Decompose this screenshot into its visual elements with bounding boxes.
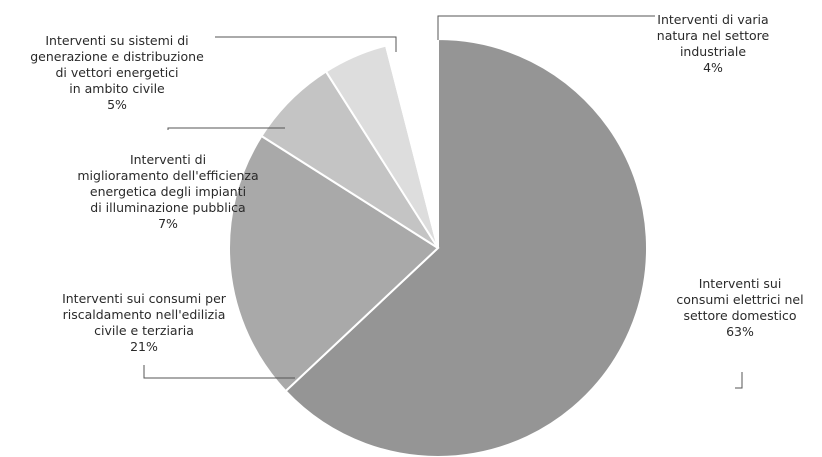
slice-label-line: civile e terziaria [94,323,194,338]
leader-line-industrial [437,15,655,40]
slice-label-industrial: Interventi di varia natura nel settore ind… [657,12,770,75]
pie-slices [228,37,648,457]
slice-label-line: in ambito civile [69,81,165,96]
leader-line-domestic [735,372,743,389]
slice-label-line: di vettori energetici [55,65,178,80]
slice-label-line: industriale [680,44,746,59]
slice-value-industrial: 4% [703,60,723,75]
leader-lines [143,15,743,389]
slice-labels: Interventi sui consumi elettrici nel setto… [30,12,803,354]
slice-value-civil-systems: 5% [107,97,127,112]
slice-label-line: settore domestico [683,308,796,323]
slice-label-line: consumi elettrici nel [676,292,803,307]
slice-label-line: generazione e distribuzione [30,49,204,64]
slice-value-domestic: 63% [726,324,754,339]
slice-label-line: riscaldamento nell'edilizia [63,307,226,322]
leader-line-lighting [167,127,285,130]
slice-label-line: Interventi sui consumi per [62,291,227,306]
slice-label-line: miglioramento dell'efficienza [77,168,258,183]
slice-label-domestic: Interventi sui consumi elettrici nel setto… [676,276,803,339]
slice-label-line: di illuminazione pubblica [90,200,245,215]
slice-label-line: Interventi sui [699,276,782,291]
slice-value-lighting: 7% [158,216,178,231]
slice-label-civil-systems: Interventi su sistemi di generazione e di… [30,33,204,112]
slice-label-line: Interventi di [130,152,206,167]
slice-label-line: energetica degli impianti [90,184,246,199]
leader-line-heating [143,365,295,379]
slice-label-heating: Interventi sui consumi per riscaldamento … [62,291,227,354]
slice-label-line: natura nel settore [657,28,770,43]
leader-line-civil-systems [215,36,397,52]
slice-label-lighting: Interventi di miglioramento dell'efficien… [77,152,258,231]
slice-value-heating: 21% [130,339,158,354]
slice-label-line: Interventi su sistemi di [45,33,188,48]
slice-label-line: Interventi di varia [657,12,768,27]
